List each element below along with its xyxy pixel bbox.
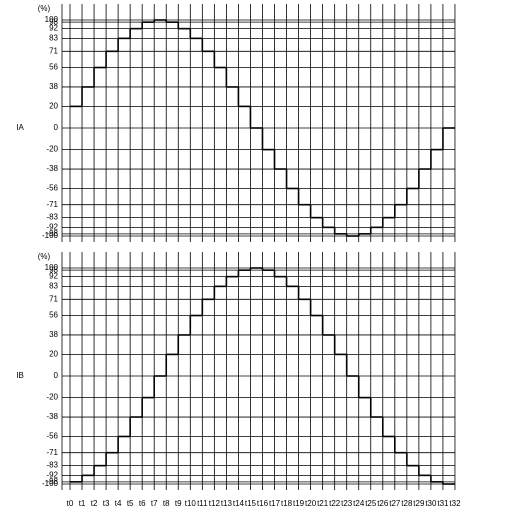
x-tick-label: t7 bbox=[151, 499, 158, 508]
x-tick-label: t25 bbox=[365, 499, 377, 508]
y-tick-label: 38 bbox=[49, 330, 58, 339]
x-tick-label: t24 bbox=[353, 499, 365, 508]
x-tick-label: t20 bbox=[305, 499, 317, 508]
y-unit: (%) bbox=[38, 252, 51, 261]
y-tick-label: 0 bbox=[54, 123, 59, 132]
y-tick-label: 56 bbox=[49, 311, 58, 320]
x-tick-label: t30 bbox=[425, 499, 437, 508]
y-tick-label: -98 bbox=[46, 477, 58, 486]
x-tick-label: t4 bbox=[115, 499, 122, 508]
y-tick-label: 98 bbox=[49, 265, 58, 274]
x-tick-label: t8 bbox=[163, 499, 170, 508]
y-tick-label: 83 bbox=[49, 281, 58, 290]
y-tick-label: 20 bbox=[49, 350, 58, 359]
y-tick-label: 100 bbox=[45, 15, 59, 24]
x-tick-label: t14 bbox=[233, 499, 245, 508]
y-tick-label: -83 bbox=[46, 461, 58, 470]
x-tick-label: t6 bbox=[139, 499, 146, 508]
x-tick-label: t13 bbox=[221, 499, 233, 508]
x-tick-label: t10 bbox=[185, 499, 197, 508]
x-tick-label: t26 bbox=[377, 499, 389, 508]
y-tick-label: 20 bbox=[49, 102, 58, 111]
y-tick-label: -92 bbox=[46, 470, 58, 479]
x-tick-label: t3 bbox=[103, 499, 110, 508]
y-tick-label: -56 bbox=[46, 432, 58, 441]
y-tick-label: -38 bbox=[46, 164, 58, 173]
y-tick-label: 71 bbox=[49, 294, 58, 303]
y-tick-label: 98 bbox=[49, 17, 58, 26]
y-tick-label: -20 bbox=[46, 145, 58, 154]
y-tick-label: 92 bbox=[49, 272, 58, 281]
y-tick-label: 38 bbox=[49, 82, 58, 91]
y-tick-label: -100 bbox=[42, 231, 59, 240]
x-tick-label: t9 bbox=[175, 499, 182, 508]
y-tick-label: 56 bbox=[49, 63, 58, 72]
x-tick-label: t22 bbox=[329, 499, 341, 508]
y-tick-label: -38 bbox=[46, 412, 58, 421]
y-tick-label: 92 bbox=[49, 24, 58, 33]
x-tick-label: t15 bbox=[245, 499, 257, 508]
y-tick-label: -20 bbox=[46, 393, 58, 402]
y-tick-label: 0 bbox=[54, 371, 59, 380]
x-tick-label: t0 bbox=[67, 499, 74, 508]
x-tick-label: t2 bbox=[91, 499, 98, 508]
x-tick-label: t21 bbox=[317, 499, 329, 508]
x-tick-label: t27 bbox=[389, 499, 401, 508]
y-tick-label: -98 bbox=[46, 229, 58, 238]
x-tick-label: t29 bbox=[413, 499, 425, 508]
y-tick-label: 100 bbox=[45, 263, 59, 272]
x-tick-label: t32 bbox=[449, 499, 461, 508]
x-tick-label: t17 bbox=[269, 499, 281, 508]
x-tick-label: t23 bbox=[341, 499, 353, 508]
x-tick-label: t16 bbox=[257, 499, 269, 508]
y-unit: (%) bbox=[38, 4, 51, 13]
y-tick-label: -56 bbox=[46, 184, 58, 193]
x-tick-label: t28 bbox=[401, 499, 413, 508]
x-tick-label: t18 bbox=[281, 499, 293, 508]
y-tick-label: 83 bbox=[49, 33, 58, 42]
y-tick-label: -71 bbox=[46, 200, 58, 209]
x-tick-label: t19 bbox=[293, 499, 305, 508]
y-tick-label: 71 bbox=[49, 46, 58, 55]
x-tick-label: t5 bbox=[127, 499, 134, 508]
x-tick-label: t11 bbox=[197, 499, 208, 508]
x-tick-label: t31 bbox=[437, 499, 449, 508]
y-tick-label: -92 bbox=[46, 222, 58, 231]
y-axis-label: IB bbox=[16, 371, 24, 380]
x-tick-label: t12 bbox=[209, 499, 221, 508]
y-axis-label: IA bbox=[16, 123, 24, 132]
y-tick-label: -83 bbox=[46, 213, 58, 222]
y-tick-label: -100 bbox=[42, 479, 59, 488]
x-tick-label: t1 bbox=[79, 499, 86, 508]
y-tick-label: -71 bbox=[46, 448, 58, 457]
